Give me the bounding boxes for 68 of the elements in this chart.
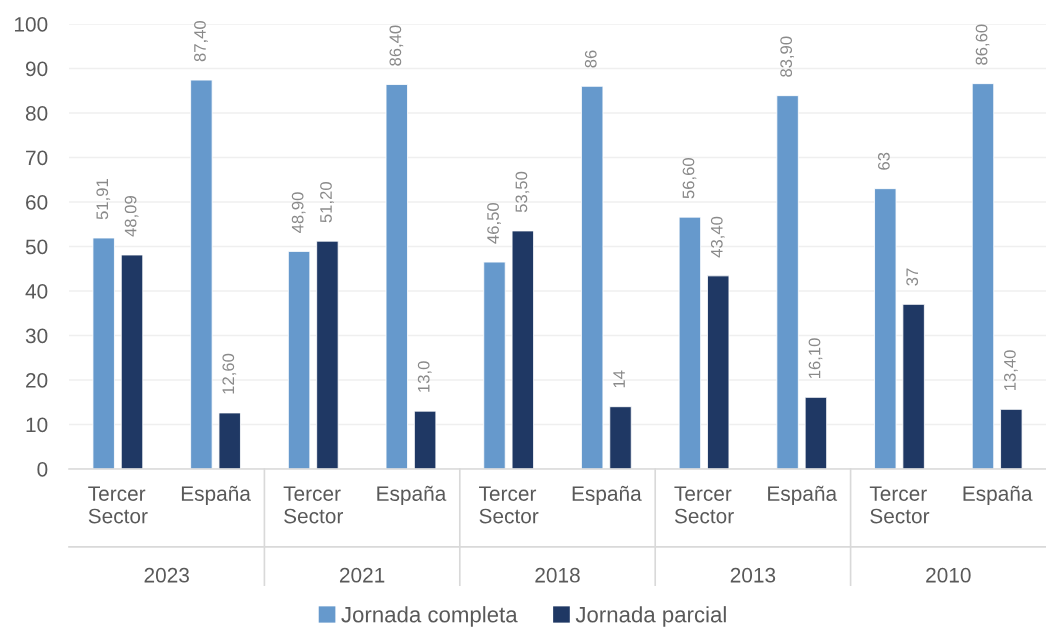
y-tick-label: 20 xyxy=(26,373,48,388)
x-tick-label: España xyxy=(181,485,251,506)
bar xyxy=(120,254,144,469)
bar xyxy=(385,84,408,469)
bar xyxy=(316,240,339,469)
data-label: 86,40 xyxy=(389,25,404,66)
bar xyxy=(874,188,897,469)
data-label: 48,90 xyxy=(291,192,306,233)
y-tick-label: 40 xyxy=(25,284,48,299)
x-tick-label: Tercer Sector xyxy=(674,486,734,524)
bar xyxy=(190,79,213,469)
data-label: 48,09 xyxy=(124,196,139,237)
data-label: 53,50 xyxy=(515,171,530,213)
data-label: 14 xyxy=(613,370,625,388)
y-tick-label: 10 xyxy=(26,417,48,433)
bar xyxy=(609,406,632,469)
y-tick-label: 80 xyxy=(25,106,48,121)
y-tick-label: 30 xyxy=(25,328,48,344)
data-label: 87,40 xyxy=(194,20,208,62)
data-label: 46,50 xyxy=(487,202,501,244)
text: 2010 xyxy=(926,567,971,583)
text: 2013 xyxy=(730,567,776,583)
y-tick-label: 100 xyxy=(15,17,48,32)
bar xyxy=(1000,408,1023,469)
data-label: 43,40 xyxy=(710,216,725,258)
text: 2023 xyxy=(144,567,189,583)
text: 2021 xyxy=(339,567,385,583)
data-label: 86,60 xyxy=(975,24,990,65)
x-tick-label: Tercer Sector xyxy=(869,486,930,524)
x-tick-label: España xyxy=(768,485,838,506)
data-label: 86 xyxy=(584,50,597,68)
data-label: 83,90 xyxy=(780,36,795,77)
text: 2018 xyxy=(535,567,580,583)
bar xyxy=(413,410,437,469)
data-label: 13,40 xyxy=(1003,350,1018,391)
bar xyxy=(804,396,828,469)
bar xyxy=(971,83,995,469)
y-tick-label: 70 xyxy=(26,150,48,166)
bar xyxy=(483,261,506,469)
x-tick-label: España xyxy=(572,485,642,506)
data-label: 56,60 xyxy=(682,158,697,199)
data-label: 37 xyxy=(906,268,919,286)
y-tick-label: 50 xyxy=(25,239,48,255)
x-tick-label: España xyxy=(377,485,447,506)
data-label: 13,0 xyxy=(417,361,432,392)
bar xyxy=(511,230,534,469)
data-label: 16,10 xyxy=(808,338,823,379)
x-tick-label: Tercer Sector xyxy=(88,486,148,524)
y-tick-label: 0 xyxy=(37,462,48,477)
bar xyxy=(92,237,115,469)
bar xyxy=(707,275,730,469)
data-label: 51,91 xyxy=(96,179,111,220)
y-tick-label: 90 xyxy=(25,61,48,77)
bar xyxy=(678,216,702,469)
bar xyxy=(581,85,604,469)
data-label: 63 xyxy=(877,152,890,170)
y-tick-label: 60 xyxy=(26,195,48,210)
x-tick-label: España xyxy=(963,485,1033,506)
legend-label: Jornada parcial xyxy=(575,606,726,627)
data-label: 51,20 xyxy=(320,182,334,223)
bar xyxy=(776,95,799,469)
x-tick-label: Tercer Sector xyxy=(283,486,344,524)
bar xyxy=(218,412,241,469)
legend-label: Jornada completa xyxy=(341,606,518,627)
x-tick-label: Tercer Sector xyxy=(479,486,539,524)
bar xyxy=(902,303,925,469)
data-label: 12,60 xyxy=(222,353,237,394)
bar xyxy=(287,250,311,469)
